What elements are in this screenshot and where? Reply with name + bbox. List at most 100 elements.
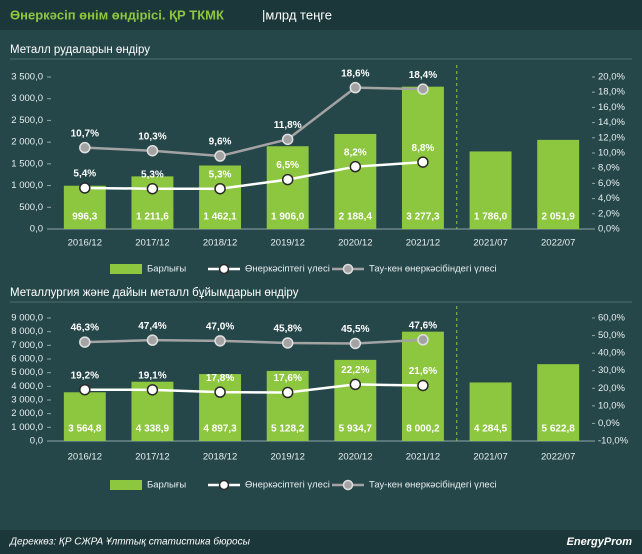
bar-value-label: 3 564,8 xyxy=(68,424,102,435)
chart-title: Металл рудаларын өндіру xyxy=(10,44,150,56)
line-value-label: 5,3% xyxy=(141,169,164,180)
line-marker xyxy=(281,173,294,186)
line-value-label: 17,6% xyxy=(274,373,302,384)
line-value-label: 19,1% xyxy=(138,371,166,382)
line-marker xyxy=(79,141,91,154)
x-tick-label: 2022/07 xyxy=(541,452,575,463)
y-tick-label: 6 000,0 xyxy=(11,354,43,365)
bar xyxy=(63,392,106,441)
y-tick-label: 1 500,0 xyxy=(11,158,43,169)
line-marker xyxy=(146,384,159,396)
y-tick-label: 2 000,0 xyxy=(11,408,43,419)
y2-tick-label: 10,0% xyxy=(598,148,625,159)
legend-label: Тау-кен өнеркәсібіндегі үлесі xyxy=(369,264,497,275)
line-marker xyxy=(146,334,159,346)
y-tick-label: 1 000,0 xyxy=(11,180,43,191)
bar xyxy=(334,359,377,441)
x-tick-label: 2018/12 xyxy=(203,452,237,463)
bar-value-label: 4 284,5 xyxy=(474,424,508,435)
y2-tick-label: 10,0% xyxy=(598,400,625,411)
bar-value-label: 3 277,3 xyxy=(406,212,440,223)
x-tick-label: 2022/07 xyxy=(541,238,575,249)
x-tick-label: 2018/12 xyxy=(203,238,237,249)
legend-label: Өнеркәсіптегі үлесі xyxy=(245,264,330,275)
line-marker xyxy=(281,133,294,146)
y2-tick-label: -10,0% xyxy=(598,436,629,447)
x-tick-label: 2017/12 xyxy=(135,238,169,249)
bar-value-label: 1 786,0 xyxy=(474,212,508,223)
line-value-label: 8,8% xyxy=(412,143,435,154)
line-marker xyxy=(79,182,91,194)
y2-tick-label: 50,0% xyxy=(598,330,625,341)
y2-tick-label: 8,0% xyxy=(598,163,620,174)
y-tick-label: 500,0 xyxy=(19,202,43,213)
y-tick-label: 7 000,0 xyxy=(11,340,43,351)
line-value-label: 45,5% xyxy=(341,324,369,335)
unit-label: |млрд теңге xyxy=(262,7,332,22)
y2-tick-label: 12,0% xyxy=(598,132,625,143)
y2-tick-label: 6,0% xyxy=(598,178,620,189)
x-tick-label: 2020/12 xyxy=(338,238,372,249)
y-tick-label: 0,0 xyxy=(30,224,43,235)
y-tick-label: 3 000,0 xyxy=(11,395,43,406)
line xyxy=(84,383,423,394)
bar-value-label: 1 906,0 xyxy=(271,212,305,223)
y-tick-label: 3 500,0 xyxy=(11,72,43,83)
bar-value-label: 5 128,2 xyxy=(271,424,305,435)
legend-swatch xyxy=(110,264,142,274)
bar-value-label: 4 897,3 xyxy=(203,424,237,435)
line xyxy=(84,338,424,345)
line-value-label: 17,8% xyxy=(206,373,234,384)
legend-label: Барлығы xyxy=(147,480,186,491)
line-marker xyxy=(79,383,91,396)
legend-swatch xyxy=(110,480,142,490)
line-marker xyxy=(214,386,226,398)
legend-marker xyxy=(342,263,354,275)
bar xyxy=(266,146,309,229)
y-tick-label: 0,0 xyxy=(30,436,43,447)
legend-marker xyxy=(218,479,230,491)
line-marker xyxy=(349,337,362,350)
line-marker xyxy=(417,334,429,346)
y-tick-label: 9 000,0 xyxy=(11,313,43,324)
bar xyxy=(266,370,309,441)
line-value-label: 9,6% xyxy=(209,137,232,148)
line-marker xyxy=(214,150,226,162)
logo: EnergyProm xyxy=(567,536,633,548)
x-tick-label: 2019/12 xyxy=(271,238,305,249)
bar-value-label: 1 211,6 xyxy=(136,212,169,223)
y2-tick-label: 40,0% xyxy=(598,348,625,359)
y2-tick-label: 2,0% xyxy=(598,208,620,219)
line-marker xyxy=(349,378,362,391)
legend-marker xyxy=(218,263,230,275)
y2-tick-label: 20,0% xyxy=(598,72,625,83)
y2-tick-label: 60,0% xyxy=(598,313,625,324)
line-marker xyxy=(417,83,429,95)
y-tick-label: 3 000,0 xyxy=(11,93,43,104)
line-marker xyxy=(417,156,429,168)
bar xyxy=(537,139,580,229)
source: Дереккөз: ҚР СЖРА Ұлттық статистика бюро… xyxy=(9,536,251,548)
bar-value-label: 4 338,9 xyxy=(136,424,170,435)
line xyxy=(84,86,423,158)
footer-band xyxy=(0,530,642,554)
bar xyxy=(469,151,512,229)
x-tick-label: 2021/12 xyxy=(406,452,440,463)
y2-tick-label: 4,0% xyxy=(598,193,620,204)
line-value-label: 18,4% xyxy=(409,70,437,81)
line-value-label: 21,6% xyxy=(409,366,437,377)
line-value-label: 22,2% xyxy=(341,365,369,376)
line-value-label: 10,3% xyxy=(138,131,166,142)
line-value-label: 47,6% xyxy=(409,320,437,331)
x-tick-label: 2019/12 xyxy=(271,452,305,463)
line-marker xyxy=(146,182,159,195)
line-value-label: 11,8% xyxy=(274,120,302,131)
legend-label: Барлығы xyxy=(147,264,186,275)
line-value-label: 6,5% xyxy=(276,160,299,171)
y-tick-label: 8 000,0 xyxy=(11,326,43,337)
bar xyxy=(199,374,242,441)
legend-label: Өнеркәсіптегі үлесі xyxy=(245,480,330,491)
legend-label: Тау-кен өнеркәсібіндегі үлесі xyxy=(369,480,497,491)
line-marker xyxy=(281,337,294,349)
